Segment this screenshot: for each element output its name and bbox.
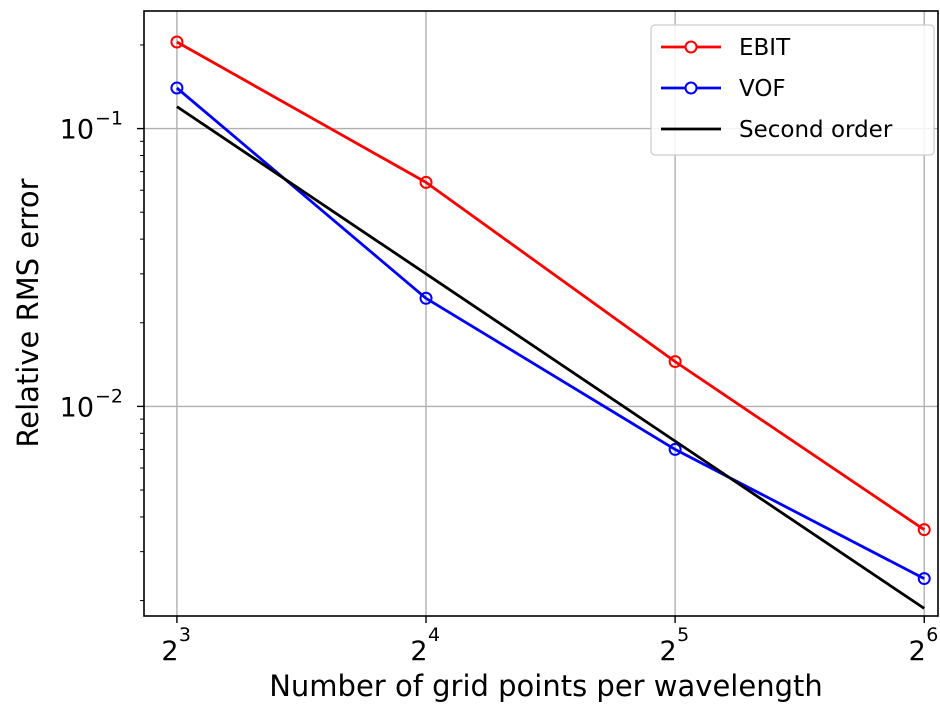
x-axis-title: Number of grid points per wavelength <box>269 669 823 703</box>
y-axis-title: Relative RMS error <box>11 178 45 447</box>
plot-frame <box>143 10 939 617</box>
x-tick-label-exponent: 3 <box>179 624 191 646</box>
data-point-ebit <box>917 523 931 537</box>
series-line-second-order <box>176 105 925 610</box>
data-point-vof <box>917 572 931 586</box>
data-point-vof <box>170 81 184 95</box>
series-line-ebit <box>176 40 925 531</box>
data-point-vof <box>668 442 682 456</box>
x-tick-label: 2 <box>410 636 427 667</box>
legend-label-vof: VOF <box>739 76 786 102</box>
y-tick-label-exponent: −2 <box>95 385 123 407</box>
data-point-ebit <box>419 175 433 189</box>
legend-box <box>650 24 935 156</box>
tick-layer <box>137 44 925 623</box>
legend-label-ebit: EBIT <box>739 35 791 61</box>
legend-marker-vof <box>684 81 698 95</box>
x-tick-label: 2 <box>161 636 178 667</box>
x-tick-label-exponent: 6 <box>926 624 938 646</box>
data-point-vof <box>419 291 433 305</box>
data-point-ebit <box>170 35 184 49</box>
x-tick-label: 2 <box>660 636 677 667</box>
legend-marker-ebit <box>684 40 698 54</box>
legend-label-second-order: Second order <box>739 117 893 143</box>
y-tick-label: 10 <box>60 115 94 146</box>
data-point-ebit <box>668 355 682 369</box>
x-tick-label-exponent: 5 <box>677 624 689 646</box>
y-tick-label-exponent: −1 <box>95 108 123 130</box>
y-tick-label: 10 <box>60 392 94 423</box>
series-layer <box>170 35 931 610</box>
legend: EBIT VOF Second order <box>650 24 935 156</box>
x-tick-label: 2 <box>909 636 926 667</box>
x-tick-label-exponent: 4 <box>428 624 440 646</box>
series-line-vof <box>175 86 925 580</box>
